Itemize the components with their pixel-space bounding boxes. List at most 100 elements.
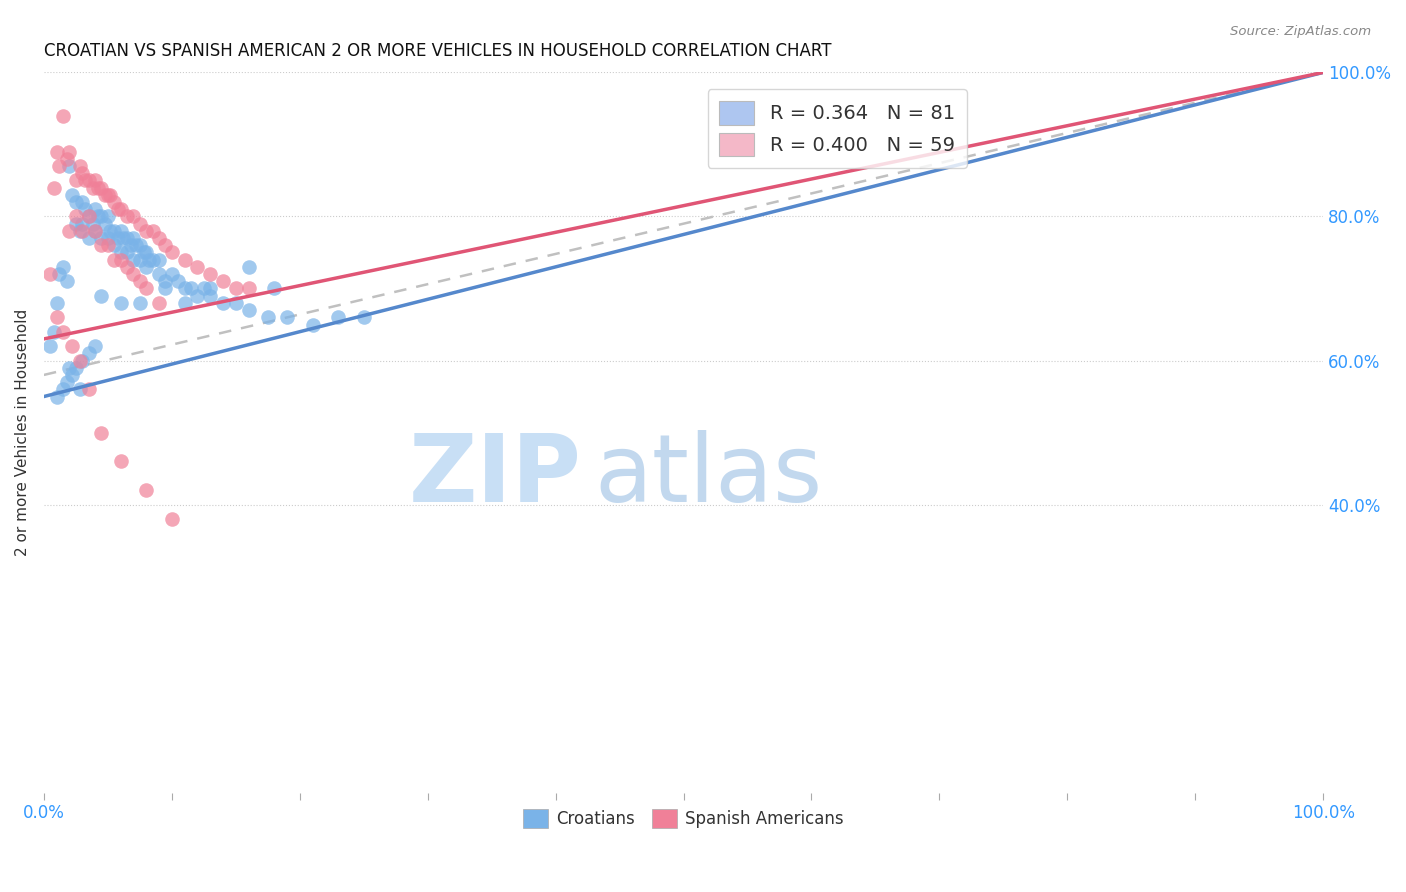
Point	[238, 303, 260, 318]
Point	[225, 281, 247, 295]
Point	[90, 180, 112, 194]
Point	[73, 173, 96, 187]
Point	[142, 252, 165, 267]
Point	[82, 217, 104, 231]
Point	[58, 224, 80, 238]
Point	[65, 360, 87, 375]
Point	[103, 252, 125, 267]
Point	[100, 187, 122, 202]
Point	[125, 238, 148, 252]
Point	[173, 281, 195, 295]
Point	[135, 483, 157, 498]
Point	[122, 210, 145, 224]
Point	[97, 238, 120, 252]
Point	[60, 368, 83, 382]
Point	[60, 187, 83, 202]
Point	[135, 245, 157, 260]
Point	[84, 224, 107, 238]
Point	[135, 260, 157, 274]
Point	[326, 310, 349, 325]
Point	[72, 217, 94, 231]
Point	[198, 288, 221, 302]
Point	[110, 245, 132, 260]
Point	[103, 224, 125, 238]
Point	[52, 382, 75, 396]
Point	[212, 274, 235, 288]
Point	[97, 210, 120, 224]
Point	[84, 224, 107, 238]
Point	[186, 260, 208, 274]
Point	[110, 224, 132, 238]
Point	[107, 202, 129, 217]
Point	[122, 267, 145, 281]
Point	[107, 231, 129, 245]
Point	[94, 217, 117, 231]
Point	[115, 231, 138, 245]
Point	[72, 195, 94, 210]
Point	[97, 231, 120, 245]
Text: ZIP: ZIP	[408, 430, 581, 522]
Point	[56, 152, 79, 166]
Point	[115, 210, 138, 224]
Point	[84, 202, 107, 217]
Point	[45, 390, 67, 404]
Point	[353, 310, 375, 325]
Point	[100, 224, 122, 238]
Point	[135, 281, 157, 295]
Point	[97, 187, 120, 202]
Point	[167, 274, 190, 288]
Point	[160, 245, 183, 260]
Point	[256, 310, 278, 325]
Point	[94, 187, 117, 202]
Point	[225, 296, 247, 310]
Point	[73, 202, 96, 217]
Point	[45, 145, 67, 159]
Point	[45, 310, 67, 325]
Point	[142, 224, 165, 238]
Point	[84, 173, 107, 187]
Point	[77, 210, 100, 224]
Point	[198, 281, 221, 295]
Point	[90, 231, 112, 245]
Point	[301, 318, 323, 332]
Point	[58, 360, 80, 375]
Point	[148, 252, 170, 267]
Point	[72, 166, 94, 180]
Point	[86, 210, 108, 224]
Point	[72, 353, 94, 368]
Point	[90, 425, 112, 440]
Point	[84, 339, 107, 353]
Point	[238, 260, 260, 274]
Point	[69, 353, 91, 368]
Point	[276, 310, 298, 325]
Point	[148, 231, 170, 245]
Point	[122, 252, 145, 267]
Point	[77, 173, 100, 187]
Point	[90, 238, 112, 252]
Point	[39, 339, 62, 353]
Point	[112, 231, 135, 245]
Point	[48, 159, 70, 173]
Point	[180, 281, 202, 295]
Point	[56, 375, 79, 389]
Point	[120, 238, 142, 252]
Point	[103, 238, 125, 252]
Point	[58, 159, 80, 173]
Point	[173, 252, 195, 267]
Point	[42, 180, 65, 194]
Point	[160, 267, 183, 281]
Point	[60, 339, 83, 353]
Point	[128, 217, 150, 231]
Point	[115, 245, 138, 260]
Point	[77, 231, 100, 245]
Point	[128, 274, 150, 288]
Point	[110, 202, 132, 217]
Point	[65, 217, 87, 231]
Point	[132, 245, 155, 260]
Text: CROATIAN VS SPANISH AMERICAN 2 OR MORE VEHICLES IN HOUSEHOLD CORRELATION CHART: CROATIAN VS SPANISH AMERICAN 2 OR MORE V…	[44, 42, 831, 60]
Point	[128, 296, 150, 310]
Point	[52, 260, 75, 274]
Point	[155, 238, 177, 252]
Point	[86, 180, 108, 194]
Point	[77, 346, 100, 360]
